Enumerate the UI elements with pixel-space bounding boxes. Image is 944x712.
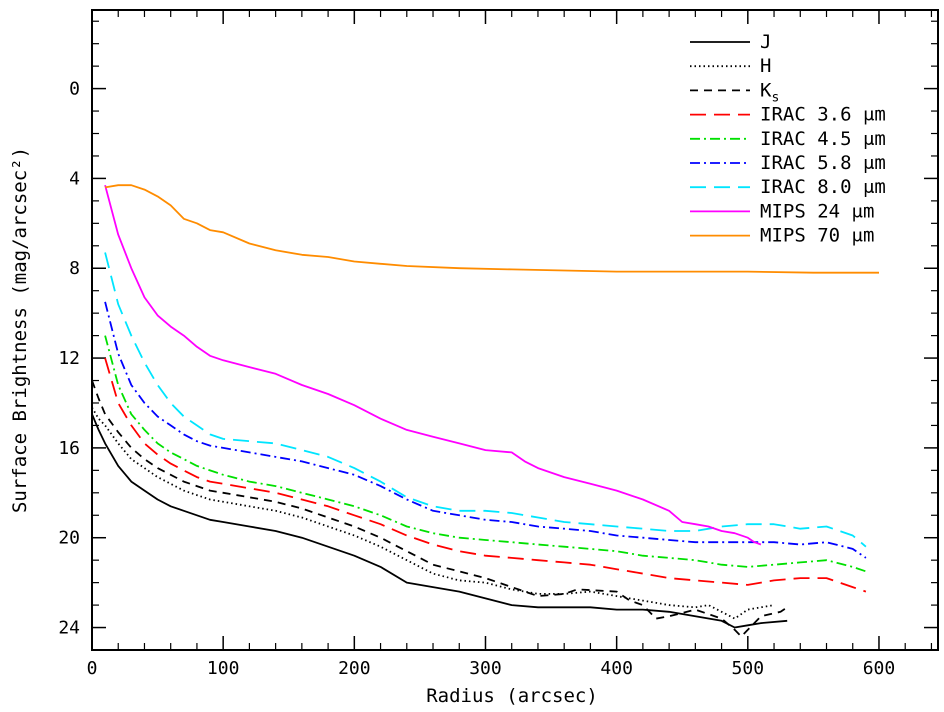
series-line-0 xyxy=(91,413,788,629)
y-tick-label-2: 8 xyxy=(69,258,80,279)
plot-frame xyxy=(91,9,939,651)
series-line-4 xyxy=(104,335,867,573)
legend-label-7: MIPS 24 μm xyxy=(760,200,874,222)
series-line-5 xyxy=(104,301,867,559)
series-line-8 xyxy=(104,184,879,274)
x-tick-label-6: 600 xyxy=(863,658,896,679)
y-tick-label-3: 12 xyxy=(58,348,80,369)
y-tick-label-1: 4 xyxy=(69,168,80,189)
x-tick-label-3: 300 xyxy=(469,658,502,679)
y-tick-label-0: 0 xyxy=(69,79,80,100)
x-tick-label-0: 0 xyxy=(87,658,98,679)
y-tick-label-5: 20 xyxy=(58,528,80,549)
legend-label-2: Ks xyxy=(760,79,779,105)
y-axis-label: Surface Brightness (mag/arcsec²) xyxy=(9,147,31,513)
y-tick-label-6: 24 xyxy=(58,618,80,639)
series-line-3 xyxy=(104,357,867,593)
x-tick-label-5: 500 xyxy=(732,658,765,679)
series-line-6 xyxy=(104,252,867,548)
x-tick-label-2: 200 xyxy=(338,658,371,679)
legend-label-6: IRAC 8.0 μm xyxy=(760,176,886,198)
legend-label-5: IRAC 5.8 μm xyxy=(760,152,886,174)
x-tick-label-1: 100 xyxy=(207,658,240,679)
legend-label-3: IRAC 3.6 μm xyxy=(760,104,886,126)
series-group xyxy=(91,184,879,638)
y-tick-label-4: 16 xyxy=(58,438,80,459)
axis-ticks: 0 100 200 300 400 500 600 0 4 8 12 16 20 24 xyxy=(58,10,938,679)
x-axis-label: Radius (arcsec) xyxy=(426,685,598,707)
legend-label-1: H xyxy=(760,55,771,77)
legend-label-0: J xyxy=(760,31,771,53)
series-line-2 xyxy=(91,380,788,638)
series-line-7 xyxy=(104,184,762,546)
legend-label-4: IRAC 4.5 μm xyxy=(760,128,886,150)
legend-label-8: MIPS 70 μm xyxy=(760,225,874,247)
x-tick-label-4: 400 xyxy=(600,658,633,679)
